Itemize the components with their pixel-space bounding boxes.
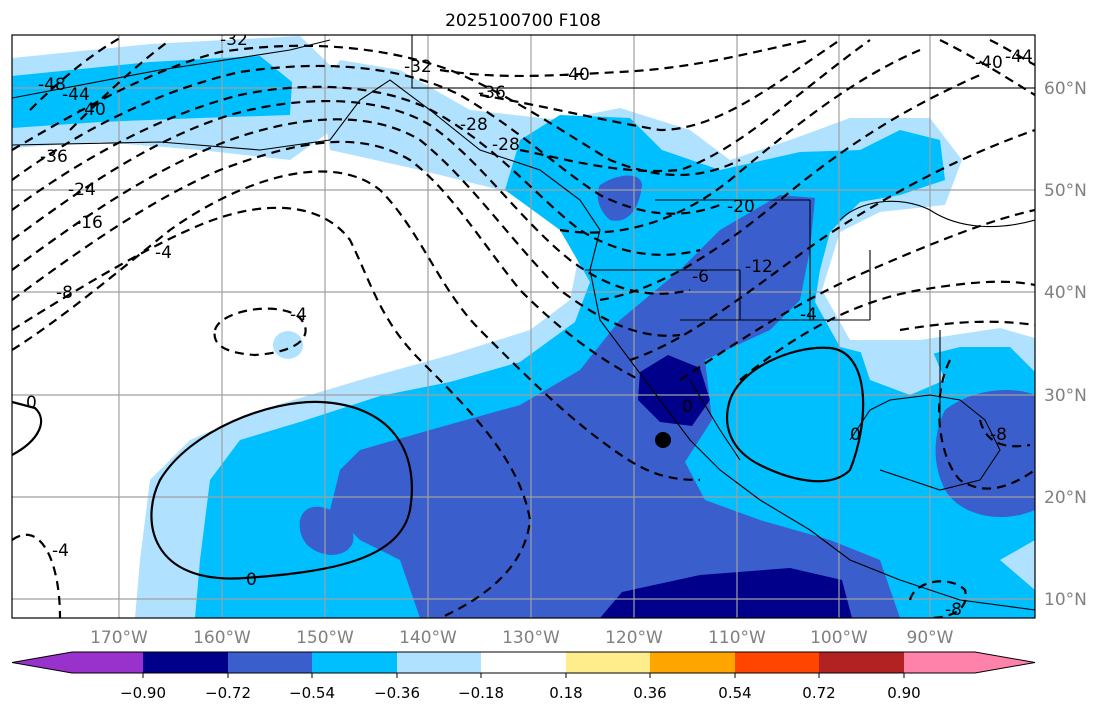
plot-area: -48 -44 -40 -36 -32 -28 -24 -16 -8 -4 -4… <box>12 30 1035 620</box>
chart-title: 2025100700 F108 <box>445 11 601 31</box>
contours <box>12 37 1035 618</box>
contour-label: -44 <box>62 85 90 105</box>
contour-label: -40 <box>975 53 1003 73</box>
colorbar-segment <box>312 652 397 673</box>
colorbar-segment <box>650 652 735 673</box>
y-axis-ticks: 60°N 50°N 40°N 30°N 20°N 10°N <box>1044 79 1087 610</box>
contour-m8 <box>12 170 701 482</box>
contour-label: -40 <box>562 65 590 85</box>
x-tick-label: 130°W <box>502 628 560 648</box>
contour-label: 0 <box>682 397 693 417</box>
fill-navy-baja <box>638 355 710 426</box>
contour-label: 0 <box>26 393 37 413</box>
x-tick-label: 150°W <box>296 628 354 648</box>
contour-label: -24 <box>68 180 96 200</box>
x-tick-label: 160°W <box>193 628 251 648</box>
fill-medblue-hawaii <box>299 506 354 555</box>
x-tick-label: 110°W <box>708 628 766 648</box>
y-tick-label: 60°N <box>1044 79 1087 99</box>
contour-label: -4 <box>52 541 69 561</box>
x-axis-ticks: 170°W 160°W 150°W 140°W 130°W 120°W 110°… <box>90 628 954 648</box>
colorbar-tick-label: −0.18 <box>458 684 504 702</box>
colorbar-segment <box>228 652 312 673</box>
contour-zero-east <box>726 346 865 483</box>
colorbar-segment <box>566 652 650 673</box>
colorbar-tick-label: 0.18 <box>549 684 582 702</box>
colorbar <box>11 651 1036 678</box>
colorbar-segment <box>904 652 1035 673</box>
y-tick-label: 40°N <box>1044 283 1087 303</box>
contour-label: -6 <box>692 267 709 287</box>
contour-label: -8 <box>945 600 962 620</box>
colorbar-segment <box>735 652 819 673</box>
coastlines <box>12 35 1035 611</box>
contour-zero-west <box>150 400 413 580</box>
x-tick-label: 90°W <box>907 628 954 648</box>
contour-label: -4 <box>290 305 307 325</box>
contour-label: -8 <box>56 283 73 303</box>
colorbar-tick-label: −0.90 <box>120 684 166 702</box>
x-tick-label: 170°W <box>90 628 148 648</box>
x-tick-label: 100°W <box>810 628 868 648</box>
contour-m4 <box>12 206 532 618</box>
colorbar-tick-label: 0.72 <box>802 684 835 702</box>
contour-label: 0 <box>850 425 861 445</box>
contour-label: -48 <box>38 75 66 95</box>
contour-label: -16 <box>75 213 103 233</box>
contour-labels: -48 -44 -40 -36 -32 -28 -24 -16 -8 -4 -4… <box>26 30 1033 620</box>
fill-navy-south <box>600 568 852 618</box>
y-tick-label: 10°N <box>1044 590 1087 610</box>
plot-frame <box>11 34 1036 619</box>
colorbar-segment <box>481 652 566 673</box>
colorbar-segment <box>397 652 481 673</box>
y-tick-label: 20°N <box>1044 488 1087 508</box>
contour-label: -8 <box>990 425 1007 445</box>
marker-dot <box>655 432 671 448</box>
contour-label: -12 <box>745 257 773 277</box>
contour-label: 0 <box>246 570 257 590</box>
contour-label: -28 <box>460 115 488 135</box>
contour-m4-closed <box>213 307 307 357</box>
colorbar-segment <box>819 652 904 673</box>
contour-label: -36 <box>40 147 68 167</box>
colorbar-outline <box>11 651 1036 674</box>
colorbar-ticks: −0.90 −0.72 −0.54 −0.36 −0.18 0.18 0.36 … <box>120 684 921 702</box>
contour-label: -44 <box>1005 47 1033 67</box>
contour-label: -32 <box>220 30 248 50</box>
colorbar-tick-label: −0.54 <box>289 684 335 702</box>
contour-label: -4 <box>155 243 172 263</box>
contour-label: -32 <box>404 57 432 77</box>
y-tick-label: 30°N <box>1044 386 1087 406</box>
contour-label: -4 <box>800 305 817 325</box>
contour-zero-edge <box>12 400 43 456</box>
colorbar-tick-label: −0.36 <box>374 684 420 702</box>
colorbar-tick-label: 0.90 <box>887 684 920 702</box>
fill-medblue-main <box>330 195 900 618</box>
fill-medblue-wa <box>597 175 642 221</box>
colorbar-tick-label: 0.36 <box>633 684 666 702</box>
contour-label: -36 <box>478 83 506 103</box>
colorbar-segment <box>143 652 228 673</box>
colorbar-segment <box>12 652 143 673</box>
colorbar-tick-label: 0.54 <box>718 684 751 702</box>
colorbar-tick-label: −0.72 <box>205 684 251 702</box>
fill-white-gulf <box>860 345 945 395</box>
x-tick-label: 140°W <box>399 628 457 648</box>
x-tick-label: 120°W <box>605 628 663 648</box>
contour-label: -40 <box>78 100 106 120</box>
contour-label: -28 <box>492 135 520 155</box>
contour-label: -20 <box>727 197 755 217</box>
y-tick-label: 50°N <box>1044 181 1087 201</box>
